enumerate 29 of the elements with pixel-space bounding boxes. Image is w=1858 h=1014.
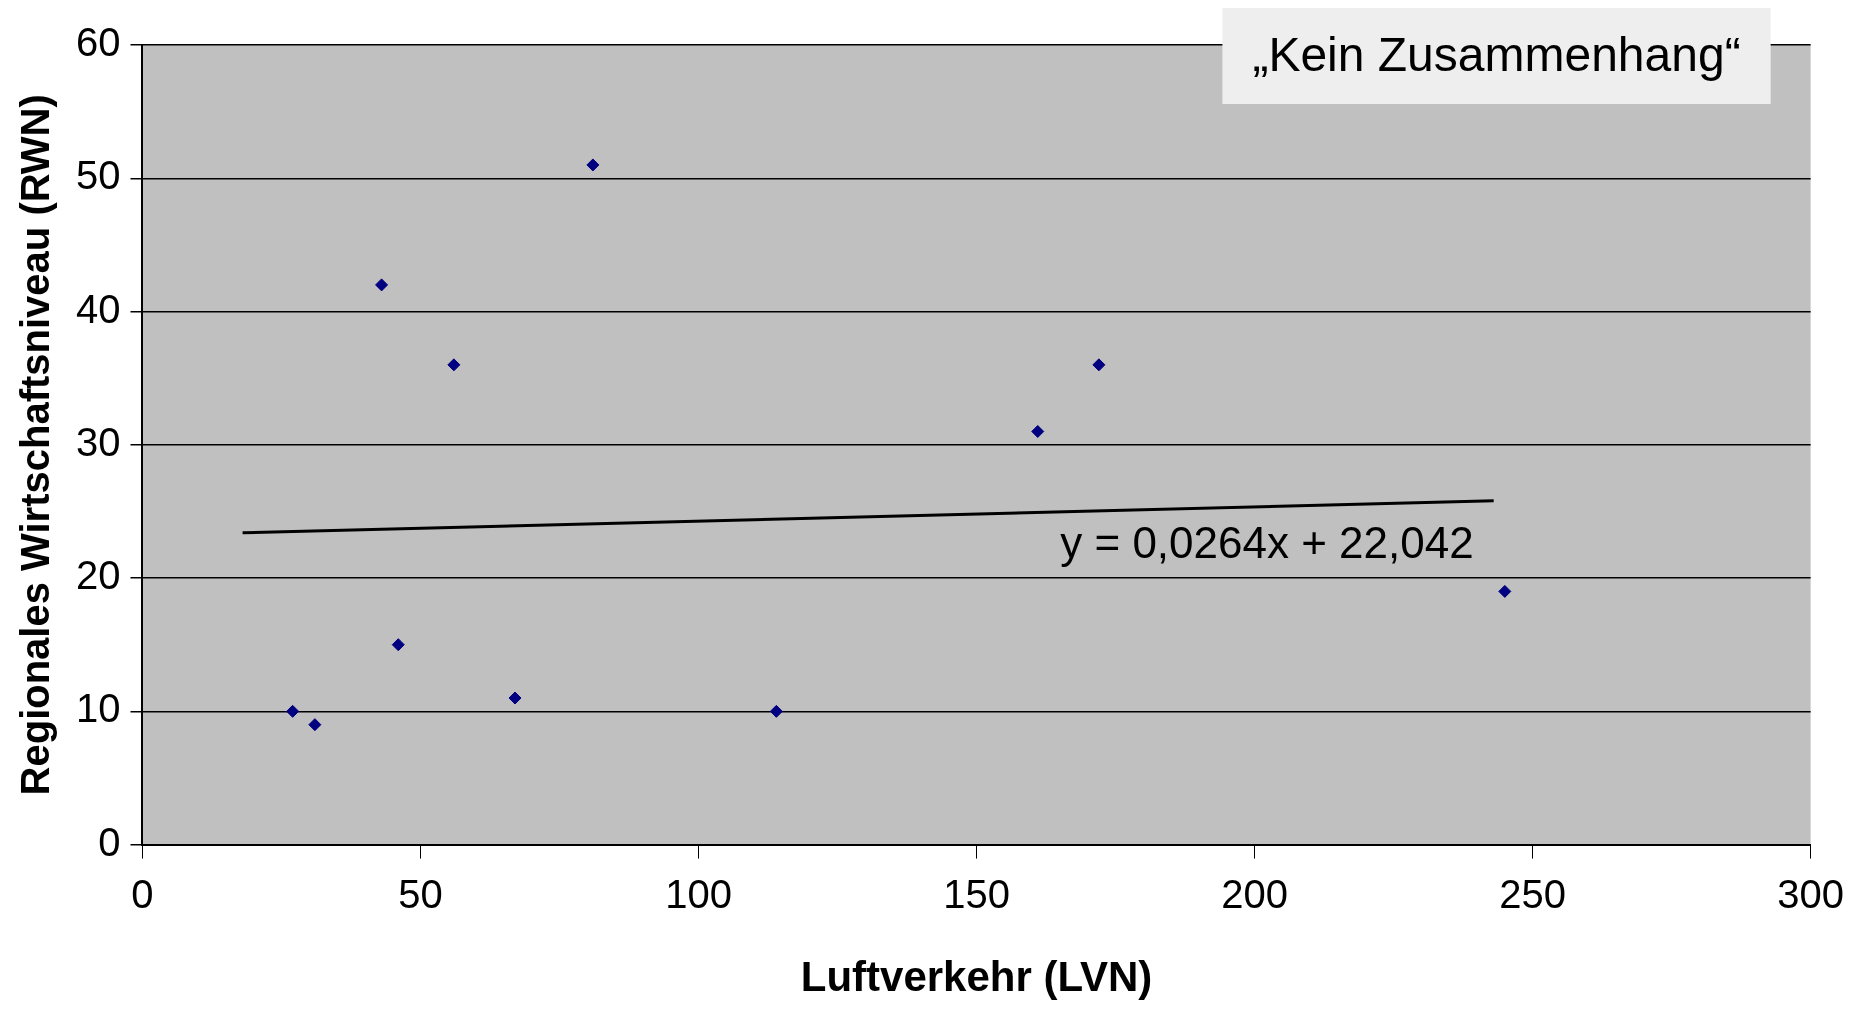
y-tick-label: 50 (75, 153, 121, 198)
point (1092, 358, 1106, 372)
x-tick-label: 300 (1777, 871, 1845, 916)
x-tick-label: 0 (131, 871, 154, 916)
y-tick-label: 60 (75, 20, 121, 65)
y-tick-label: 10 (75, 686, 121, 731)
y-axis-title: Regionales Wirtschaftsniveau (RWN) (13, 94, 58, 796)
x-tick-label: 150 (943, 871, 1010, 916)
point (375, 278, 389, 292)
annotation: y = 0,0264x + 22,042 (1060, 517, 1474, 567)
point (769, 704, 783, 718)
chart-title: „Kein Zusammenhang“ (1252, 28, 1741, 82)
x-tick-label: 200 (1221, 871, 1288, 916)
point (1031, 424, 1045, 438)
point (447, 358, 461, 372)
point (308, 718, 322, 732)
x-axis-title: Luftverkehr (LVN) (800, 953, 1153, 1001)
point (286, 704, 300, 718)
y-tick-label: 20 (75, 553, 121, 598)
y-tick-label: 40 (75, 286, 121, 331)
x-tick-label: 100 (665, 871, 732, 916)
y-tick-label: 30 (75, 419, 121, 464)
point (508, 691, 522, 705)
point (1498, 584, 1512, 598)
x-tick-label: 250 (1499, 871, 1566, 916)
y-tick-label: 0 (98, 819, 121, 864)
point (586, 158, 600, 172)
point (391, 638, 405, 652)
x-tick-label: 50 (398, 871, 443, 916)
